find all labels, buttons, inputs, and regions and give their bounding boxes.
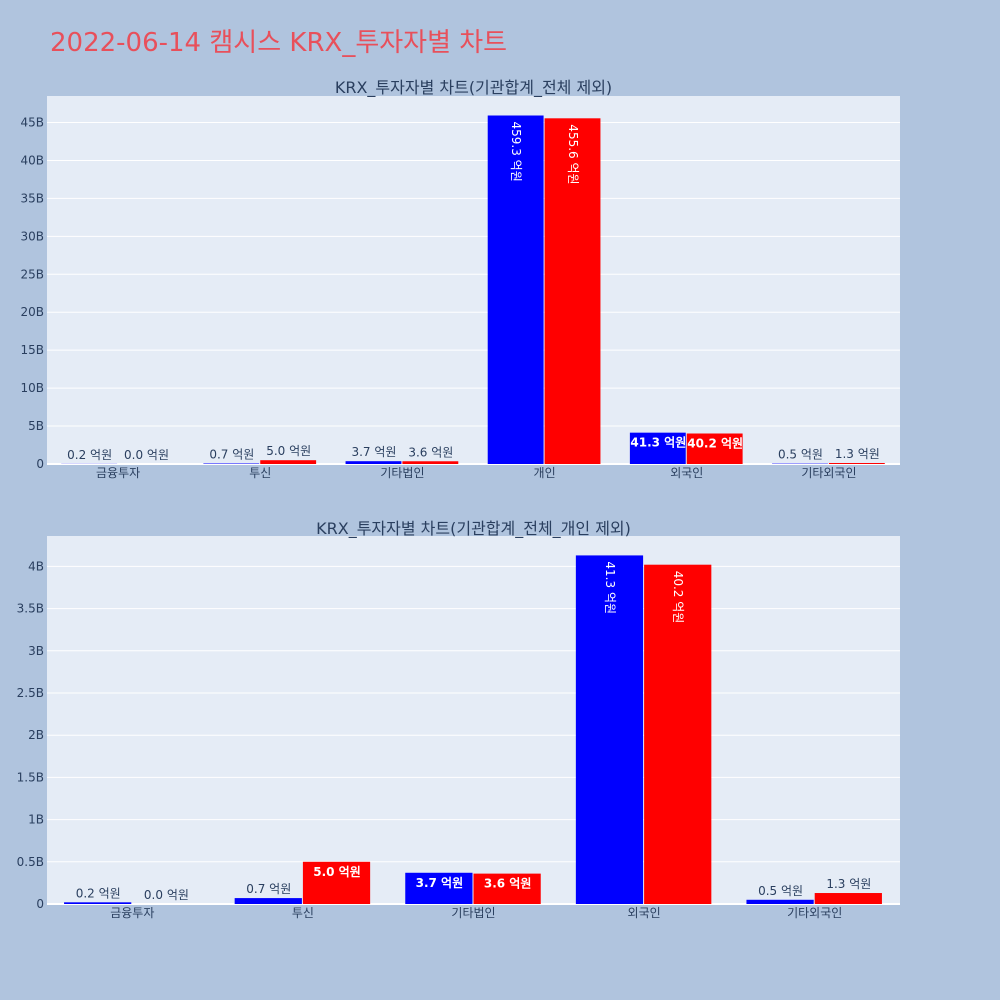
data-label: 459.3 억원 xyxy=(509,122,523,182)
bar xyxy=(234,898,302,904)
y-tick-label: 0 xyxy=(36,457,44,471)
data-label: 3.6 억원 xyxy=(484,877,532,891)
y-tick-label: 40B xyxy=(20,153,44,167)
data-label: 5.0 억원 xyxy=(313,865,361,879)
data-label: 0.0 억원 xyxy=(124,448,169,462)
bar xyxy=(473,873,541,904)
bar xyxy=(260,460,317,464)
data-label: 1.3 억원 xyxy=(826,877,871,891)
data-label: 3.7 억원 xyxy=(416,876,464,890)
x-tick-label: 금융투자 xyxy=(96,466,140,480)
data-label: 41.3 억원 xyxy=(630,436,686,450)
data-label: 3.7 억원 xyxy=(351,445,396,459)
plot-area xyxy=(47,96,900,464)
x-tick-label: 투신 xyxy=(292,906,314,920)
y-tick-label: 2.5B xyxy=(17,686,44,700)
bar xyxy=(746,899,814,904)
bar xyxy=(302,861,371,904)
y-tick-label: 0.5B xyxy=(17,855,44,869)
y-tick-label: 2B xyxy=(28,728,44,742)
y-tick-label: 30B xyxy=(20,229,44,243)
bar xyxy=(575,555,644,904)
chart-2: 0 0.5B 1B 1.5B 2B 2.5B 3B 3.5B 4B KRX_투자자별 차트(기관합… xyxy=(17,519,900,920)
data-label: 0.5 억원 xyxy=(758,884,803,898)
y-tick-label: 20B xyxy=(20,305,44,319)
bar xyxy=(64,902,132,904)
bar xyxy=(402,461,459,464)
y-tick-label: 15B xyxy=(20,343,44,357)
bar xyxy=(405,872,473,904)
plot-area xyxy=(47,536,900,904)
x-tick-label: 외국인 xyxy=(628,906,661,920)
page-title: 2022-06-14 캠시스 KRX_투자자별 차트 xyxy=(50,28,508,58)
data-label: 1.3 억원 xyxy=(835,447,880,461)
data-label: 0.5 억원 xyxy=(778,448,823,462)
data-label: 0.7 억원 xyxy=(246,882,291,896)
data-label: 5.0 억원 xyxy=(266,444,311,458)
chart-title: KRX_투자자별 차트(기관합계_전체_개인 제외) xyxy=(316,519,631,539)
chart-1: 0 5B 10B 15B 20B 25B 30B 35B 40B 45B KRX_투자자별 차트(기… xyxy=(20,78,900,480)
x-tick-label: 기타외국인 xyxy=(787,906,842,920)
bar xyxy=(644,564,712,904)
x-tick-label: 금융투자 xyxy=(110,906,154,920)
data-label: 40.2 억원 xyxy=(687,436,743,450)
bar xyxy=(487,115,544,464)
data-label: 0.0 억원 xyxy=(144,888,189,902)
data-label: 455.6 억원 xyxy=(566,124,580,184)
data-label: 0.7 억원 xyxy=(209,447,254,461)
y-tick-label: 35B xyxy=(20,191,44,205)
y-tick-label: 3B xyxy=(28,644,44,658)
x-tick-label: 외국인 xyxy=(670,466,703,480)
bar xyxy=(814,893,882,904)
x-tick-label: 개인 xyxy=(534,466,556,480)
y-tick-label: 1.5B xyxy=(17,770,44,784)
y-tick-label: 25B xyxy=(20,267,44,281)
y-tick-label: 3.5B xyxy=(17,602,44,616)
bar xyxy=(686,433,743,464)
data-label: 0.2 억원 xyxy=(67,448,112,462)
y-tick-label: 4B xyxy=(28,559,44,573)
x-tick-label: 기타법인 xyxy=(451,906,495,920)
bar xyxy=(203,463,260,464)
bar xyxy=(544,118,601,465)
y-tick-label: 10B xyxy=(20,381,44,395)
x-tick-label: 기타외국인 xyxy=(801,466,856,480)
data-label: 0.2 억원 xyxy=(76,886,121,900)
chart-title: KRX_투자자별 차트(기관합계_전체 제외) xyxy=(335,78,612,98)
y-tick-label: 5B xyxy=(28,419,44,433)
bar xyxy=(828,463,885,464)
data-label: 40.2 억원 xyxy=(671,571,685,624)
y-tick-label: 1B xyxy=(28,813,44,827)
y-tick-label: 0 xyxy=(36,897,44,911)
y-tick-label: 45B xyxy=(20,116,44,130)
bar xyxy=(345,461,402,464)
data-label: 41.3 억원 xyxy=(603,561,617,614)
bar xyxy=(629,432,686,464)
data-label: 3.6 억원 xyxy=(408,445,453,459)
x-tick-label: 기타법인 xyxy=(380,466,424,480)
x-tick-label: 투신 xyxy=(249,466,271,480)
